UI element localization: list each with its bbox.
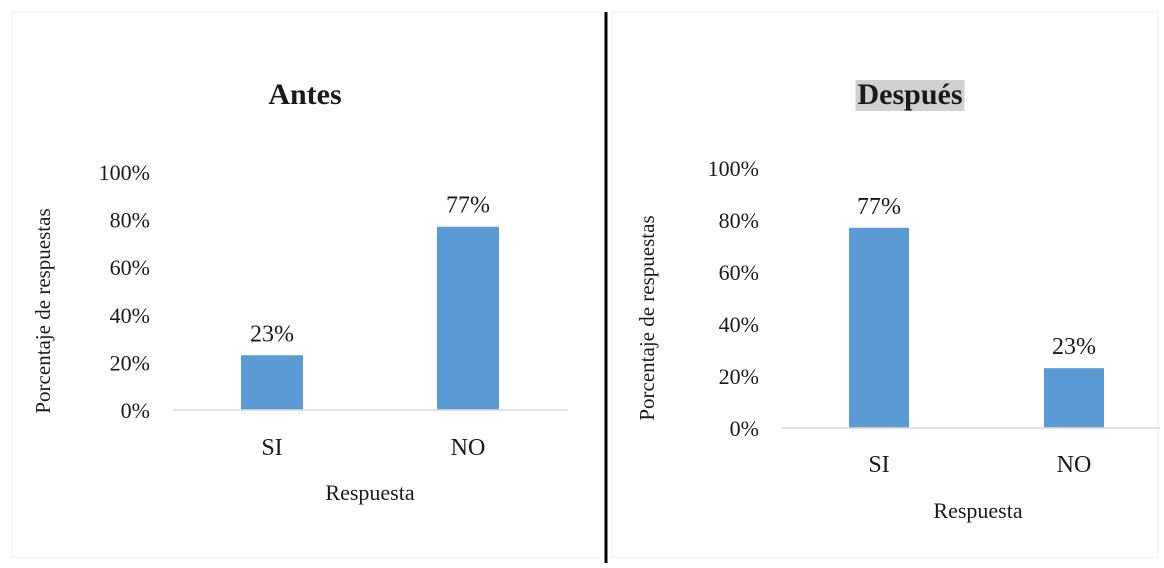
- data-label: 23%: [250, 321, 294, 347]
- y-tick-label: 0%: [121, 398, 150, 423]
- title-highlight: [855, 80, 965, 111]
- bar-si: [241, 355, 303, 410]
- y-axis-title: Porcentaje de respuestas: [635, 215, 659, 420]
- x-axis-title: Respuesta: [325, 480, 414, 505]
- y-tick-label: 20%: [110, 350, 150, 375]
- category-label: SI: [261, 435, 282, 461]
- y-tick-label: 100%: [708, 156, 759, 181]
- chart-despues: Después 0% 20% 40% 60% 80% 100% Porcentaje de r…: [635, 78, 1160, 523]
- category-label: NO: [451, 435, 486, 461]
- panel-right-border: [611, 11, 1159, 559]
- chart-antes: Antes 0% 20% 40% 60% 80% 100% Porcentaje de res…: [31, 78, 568, 505]
- chart-title: Antes: [268, 78, 341, 111]
- data-label: 23%: [1052, 334, 1096, 360]
- bar-si: [849, 227, 909, 428]
- y-tick-label: 80%: [719, 208, 759, 233]
- y-tick-label: 80%: [110, 208, 150, 233]
- panel-left-border: [11, 11, 605, 559]
- data-label: 77%: [446, 193, 490, 219]
- chart-title: Después: [857, 78, 962, 111]
- y-tick-label: 0%: [730, 416, 759, 441]
- y-axis-title: Porcentaje de respuestas: [31, 208, 55, 413]
- y-tick-label: 60%: [110, 255, 150, 280]
- category-label: NO: [1057, 452, 1092, 478]
- bar-no: [1044, 368, 1104, 428]
- y-tick-label: 40%: [719, 312, 759, 337]
- y-tick-label: 60%: [719, 260, 759, 285]
- y-tick-label: 100%: [99, 160, 150, 185]
- x-axis-title: Respuesta: [933, 498, 1022, 523]
- bar-no: [437, 226, 499, 410]
- y-tick-label: 20%: [719, 364, 759, 389]
- category-label: SI: [868, 452, 889, 478]
- y-tick-label: 40%: [110, 303, 150, 328]
- data-label: 77%: [857, 194, 901, 220]
